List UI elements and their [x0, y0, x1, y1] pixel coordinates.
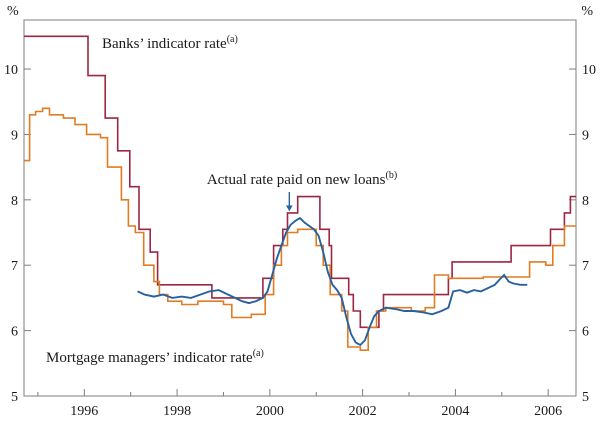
- axis-tick-labels: 5 5 6 6 7 7 8 8 9 9 10 10 1996 1998 2000 2002 2004 2006: [4, 63, 596, 419]
- y-tick-label-left: 8: [11, 194, 18, 209]
- percent-axis-label-right: %: [581, 4, 593, 19]
- y-tick-label-left: 9: [11, 128, 18, 143]
- axis-ticks: [24, 68, 576, 397]
- y-tick-label-right: 8: [582, 194, 589, 209]
- banks-indicator-rate-label: Banks’ indicator rate(a): [102, 34, 238, 52]
- percent-axis-label-left: %: [7, 4, 19, 19]
- y-tick-label-right: 10: [582, 63, 596, 78]
- y-tick-label-right: 7: [582, 259, 589, 274]
- y-tick-label-left: 6: [11, 325, 18, 340]
- y-tick-label-left: 10: [4, 63, 18, 78]
- mortgage-managers-rate-label: Mortgage managers’ indicator rate(a): [46, 348, 264, 366]
- y-tick-label-left: 7: [11, 259, 18, 274]
- mortgage-managers-rate-text: Mortgage managers’ indicator rate: [46, 350, 253, 366]
- x-tick-label: 2004: [441, 404, 469, 419]
- series-line-0: [24, 35, 576, 329]
- series-line-1: [24, 107, 576, 352]
- x-tick-label: 2002: [349, 404, 377, 419]
- y-tick-label-right: 9: [582, 128, 589, 143]
- actual-rate-label: Actual rate paid on new loans(b): [207, 170, 397, 188]
- y-tick-label-left: 5: [11, 390, 18, 405]
- actual-rate-footnote-marker: (b): [386, 170, 398, 181]
- x-tick-label: 2000: [256, 404, 284, 419]
- actual-rate-text: Actual rate paid on new loans: [207, 172, 386, 188]
- x-tick-label: 1996: [70, 404, 98, 419]
- banks-indicator-rate-text: Banks’ indicator rate: [102, 36, 227, 52]
- y-tick-label-right: 5: [582, 390, 589, 405]
- y-tick-label-right: 6: [582, 325, 589, 340]
- mortgage-managers-footnote-marker: (a): [253, 348, 264, 359]
- banks-footnote-marker: (a): [227, 34, 238, 45]
- x-tick-label: 1998: [163, 404, 191, 419]
- plot-border: [23, 19, 577, 397]
- series-lines: [24, 35, 576, 352]
- series-line-2: [137, 216, 528, 347]
- x-tick-label: 2006: [534, 404, 562, 419]
